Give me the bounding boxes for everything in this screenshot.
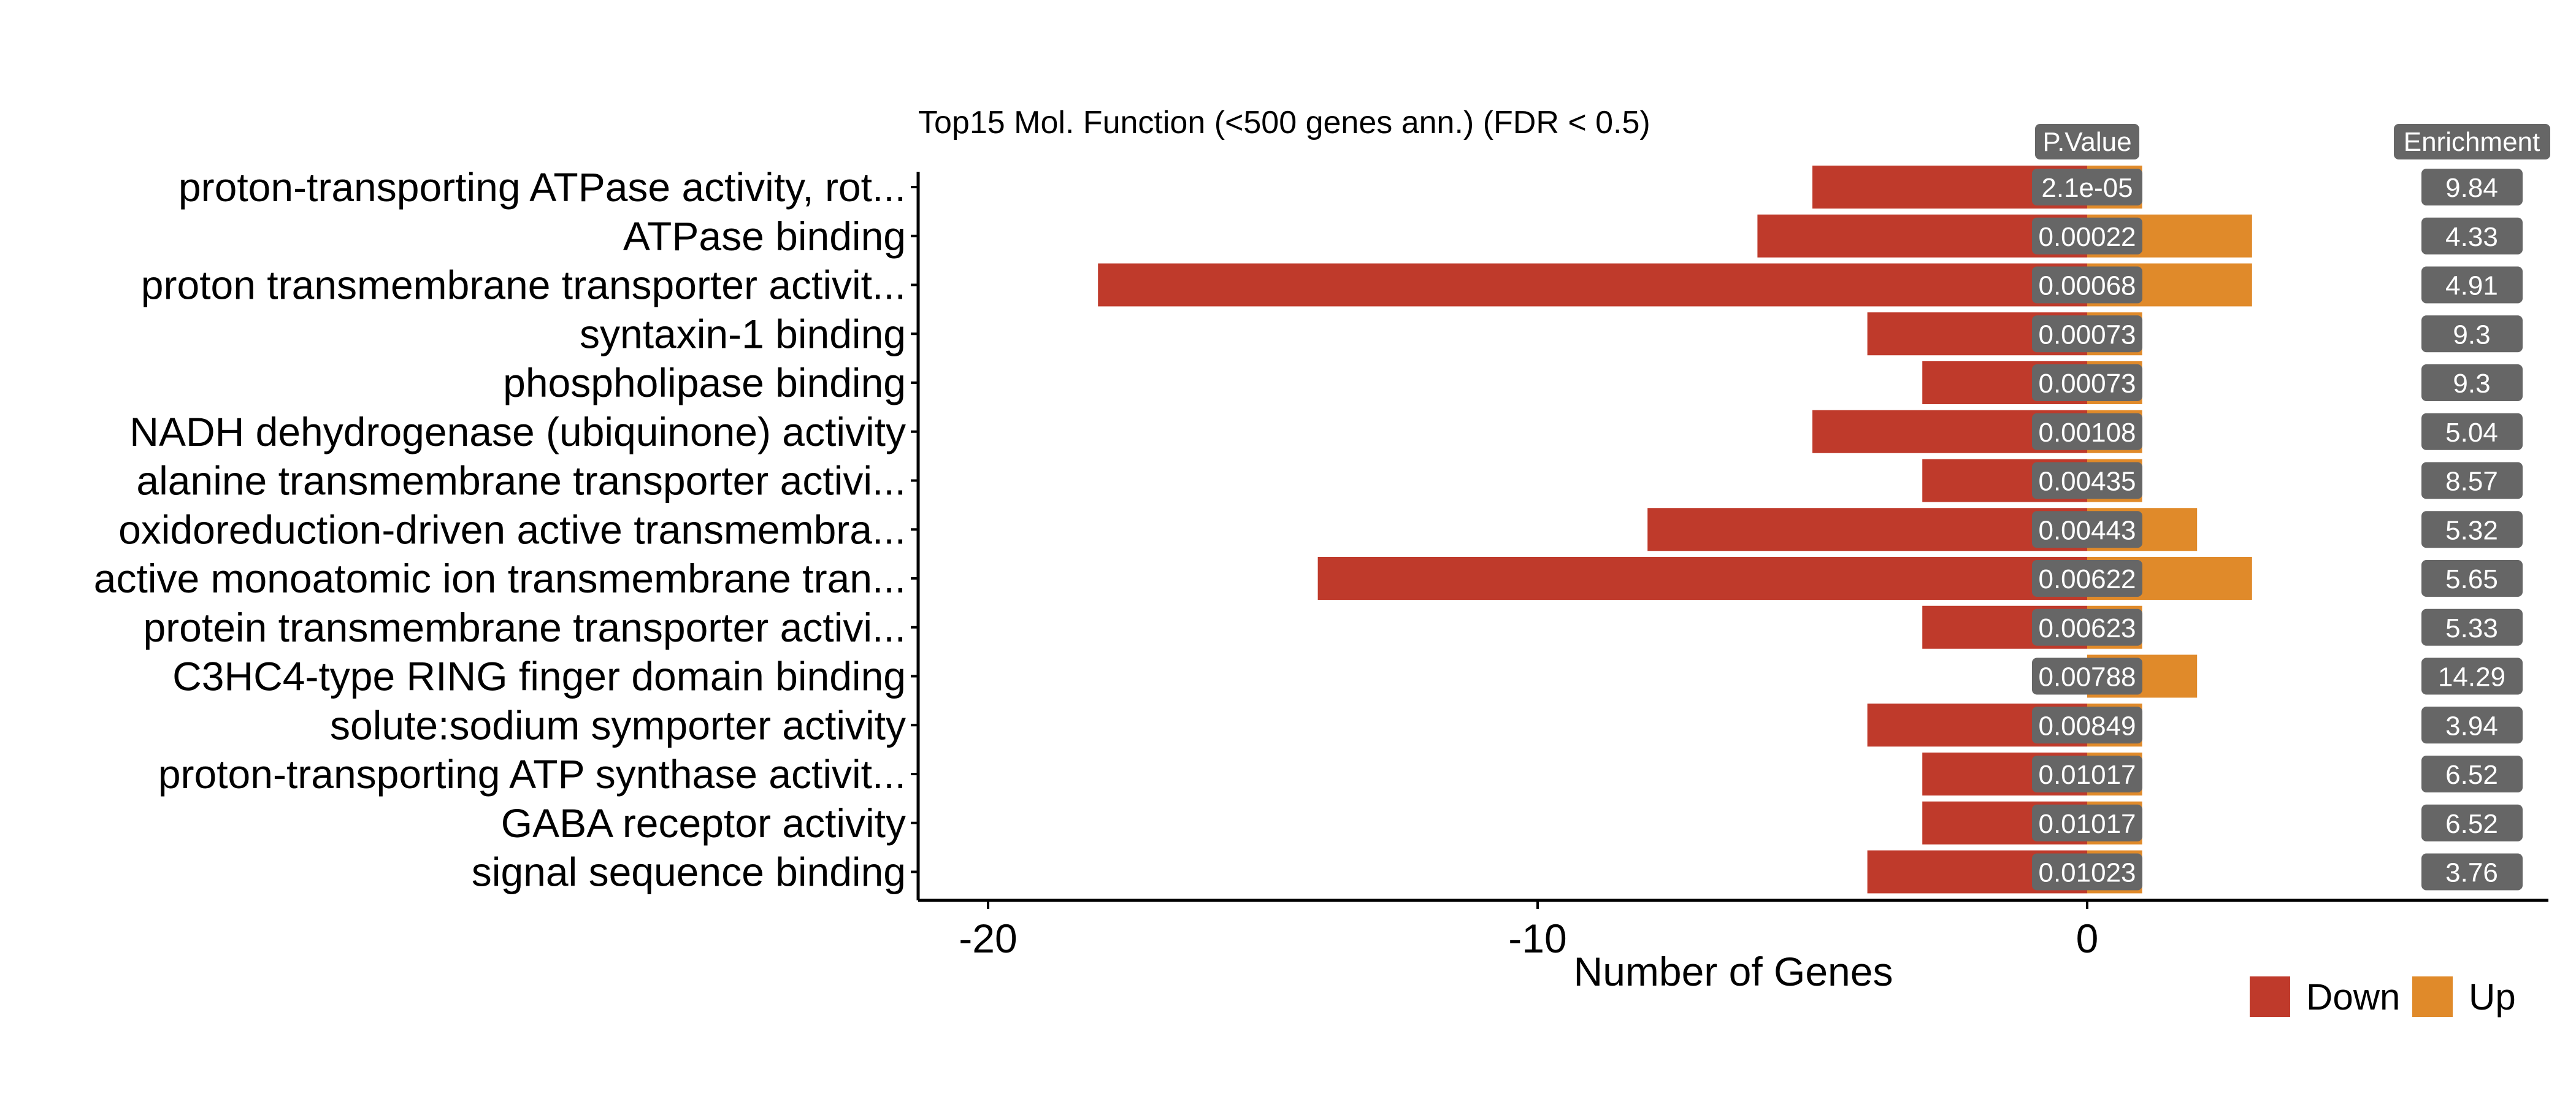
enrichment-label: 9.84 <box>2445 173 2498 203</box>
pvalue-label-box <box>2032 413 2142 450</box>
enrichment-label-box <box>2421 707 2523 744</box>
category-label: protein transmembrane transporter activi… <box>143 605 906 650</box>
pvalue-label: 0.00622 <box>2038 564 2136 594</box>
category-label: active monoatomic ion transmembrane tran… <box>94 556 906 601</box>
category-label: proton-transporting ATP synthase activit… <box>158 751 906 797</box>
pvalue-header-box <box>2035 124 2139 159</box>
legend-label: Up <box>2469 976 2516 1018</box>
enrichment-label-box <box>2421 217 2523 255</box>
bar-down <box>1098 263 2087 307</box>
enrichment-label-box <box>2421 364 2523 401</box>
legend-swatch <box>2250 976 2290 1017</box>
bar-down <box>1317 557 2087 600</box>
category-label: proton transmembrane transporter activit… <box>141 263 906 308</box>
chart-title: Top15 Mol. Function (<500 genes ann.) (F… <box>918 105 1650 140</box>
enrichment-label: 9.3 <box>2453 369 2490 399</box>
enrichment-label: 8.57 <box>2445 467 2498 497</box>
enrichment-label-box <box>2421 169 2523 205</box>
enrichment-label-box <box>2421 560 2523 597</box>
category-label: NADH dehydrogenase (ubiquinone) activity <box>129 409 906 454</box>
pvalue-label-box <box>2032 657 2142 695</box>
pvalue-label: 0.01017 <box>2038 809 2136 839</box>
category-label: phospholipase binding <box>503 360 906 405</box>
enrichment-header-box <box>2394 124 2550 159</box>
pvalue-label: 0.00073 <box>2038 369 2136 399</box>
enrichment-label: 5.04 <box>2445 418 2498 448</box>
enrichment-label: 9.3 <box>2453 320 2490 350</box>
pvalue-label: 0.00849 <box>2038 711 2136 741</box>
category-label: C3HC4-type RING finger domain binding <box>172 654 906 699</box>
enrichment-label-box <box>2421 657 2523 695</box>
category-label: signal sequence binding <box>472 849 906 895</box>
enrichment-label: 14.29 <box>2438 662 2505 692</box>
x-tick-label: -10 <box>1508 916 1566 961</box>
enrichment-label-box <box>2421 756 2523 792</box>
enrichment-label-box <box>2421 462 2523 499</box>
pvalue-label: 0.00022 <box>2038 222 2136 252</box>
enrichment-label: 6.52 <box>2445 760 2498 790</box>
pvalue-label: 0.00435 <box>2038 467 2136 497</box>
pvalue-label-box <box>2032 217 2142 255</box>
pvalue-label-box <box>2032 364 2142 401</box>
category-label: syntaxin-1 binding <box>580 311 906 356</box>
enrichment-label: 6.52 <box>2445 809 2498 839</box>
pvalue-label-box <box>2032 169 2142 205</box>
enrichment-label: 3.94 <box>2445 711 2498 741</box>
enrichment-label-box <box>2421 315 2523 353</box>
enrichment-label-box <box>2421 608 2523 646</box>
pvalue-label: 0.00068 <box>2038 271 2136 301</box>
pvalue-label-box <box>2032 804 2142 841</box>
pvalue-label-box <box>2032 707 2142 744</box>
category-label: GABA receptor activity <box>501 800 906 846</box>
enrichment-label: 5.32 <box>2445 515 2498 545</box>
x-tick-label: 0 <box>2076 916 2099 961</box>
category-label: ATPase binding <box>623 213 906 259</box>
pvalue-label-box <box>2032 560 2142 597</box>
pvalue-label-box <box>2032 315 2142 353</box>
category-label: alanine transmembrane transporter activi… <box>136 458 906 504</box>
legend-label: Down <box>2306 976 2400 1018</box>
pvalue-label: 0.00788 <box>2038 662 2136 692</box>
pvalue-label: 0.01017 <box>2038 760 2136 790</box>
enrichment-header: Enrichment <box>2404 127 2540 157</box>
pvalue-label: 2.1e-05 <box>2041 173 2133 203</box>
pvalue-label-box <box>2032 756 2142 792</box>
enrichment-label-box <box>2421 511 2523 548</box>
category-label: oxidoreduction-driven active transmembra… <box>118 507 906 552</box>
x-tick-label: -20 <box>959 916 1017 961</box>
enrichment-label: 3.76 <box>2445 858 2498 888</box>
pvalue-label-box <box>2032 462 2142 499</box>
pvalue-label-box <box>2032 511 2142 548</box>
pvalue-label: 0.00073 <box>2038 320 2136 350</box>
enrichment-label-box <box>2421 853 2523 891</box>
pvalue-label: 0.00108 <box>2038 418 2136 448</box>
pvalue-label: 0.00443 <box>2038 515 2136 545</box>
enrichment-label-box <box>2421 413 2523 450</box>
pvalue-label: 0.00623 <box>2038 613 2136 643</box>
pvalue-header: P.Value <box>2042 127 2131 157</box>
enrichment-label-box <box>2421 804 2523 841</box>
x-axis-title: Number of Genes <box>1574 949 1893 994</box>
pvalue-label-box <box>2032 266 2142 304</box>
legend-swatch <box>2412 976 2453 1017</box>
enrichment-label: 4.33 <box>2445 222 2498 252</box>
category-label: proton-transporting ATPase activity, rot… <box>178 164 906 210</box>
enrichment-label: 4.91 <box>2445 271 2498 301</box>
pvalue-label-box <box>2032 608 2142 646</box>
enrichment-label: 5.65 <box>2445 564 2498 594</box>
pvalue-label-box <box>2032 853 2142 891</box>
enrichment-label-box <box>2421 266 2523 304</box>
enrichment-label: 5.33 <box>2445 613 2498 643</box>
bar-down <box>1647 508 2087 551</box>
category-label: solute:sodium symporter activity <box>330 702 906 748</box>
pvalue-label: 0.01023 <box>2038 858 2136 888</box>
